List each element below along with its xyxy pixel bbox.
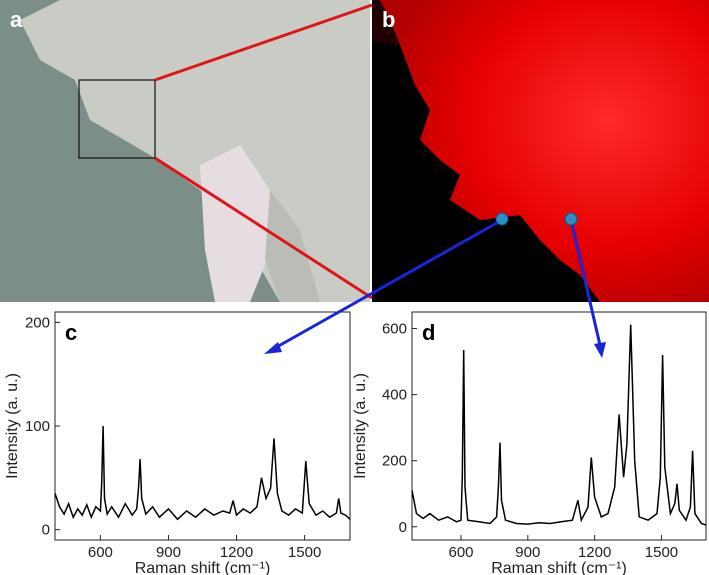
x-tick-label: 1500 [645, 544, 678, 561]
x-tick-label: 900 [156, 544, 181, 561]
plot-frame [54, 311, 351, 541]
charts: 0 100 200 600 900 1200 1500 c Raman shift (cm⁻¹)… [4, 311, 707, 575]
panel-letter: b [382, 7, 395, 32]
zoom-line [154, 156, 373, 300]
y-tick-label: 400 [382, 387, 407, 404]
arrows [264, 212, 606, 358]
y-tick-label: 200 [25, 314, 50, 331]
y-tick-label: 0 [42, 522, 50, 539]
y-tick-label: 0 [399, 519, 407, 536]
x-tick-label: 600 [88, 544, 113, 561]
zoom-line [154, 3, 373, 82]
spectrum-line [411, 324, 707, 526]
x-tick-label: 900 [515, 544, 540, 561]
y-axis-title: Intensity (a. u.) [4, 373, 21, 479]
spectrum-chart: 0 200 400 600 600 900 1200 1500 d Raman shift (cm… [352, 311, 707, 575]
y-tick-label: 600 [382, 321, 407, 338]
x-tick-label: 1200 [220, 544, 253, 561]
x-axis-title: Raman shift (cm⁻¹) [135, 560, 271, 575]
x-axis-title: Raman shift (cm⁻¹) [491, 560, 627, 575]
spectrum-chart: 0 100 200 600 900 1200 1500 c Raman shift (cm⁻¹)… [4, 311, 351, 575]
y-axis-title: Intensity (a. u.) [352, 373, 369, 479]
x-tick-label: 1200 [578, 544, 611, 561]
panel-letter: d [422, 320, 435, 345]
y-tick-label: 200 [382, 453, 407, 470]
x-tick-label: 600 [448, 544, 473, 561]
raman-map-b: b [372, 0, 709, 302]
x-tick-label: 1500 [288, 544, 321, 561]
panel-letter: a [10, 7, 23, 32]
spectrum-line [54, 425, 351, 521]
panel-letter: c [65, 320, 77, 345]
micrograph-a: a [0, 0, 370, 302]
y-tick-label: 100 [25, 418, 50, 435]
